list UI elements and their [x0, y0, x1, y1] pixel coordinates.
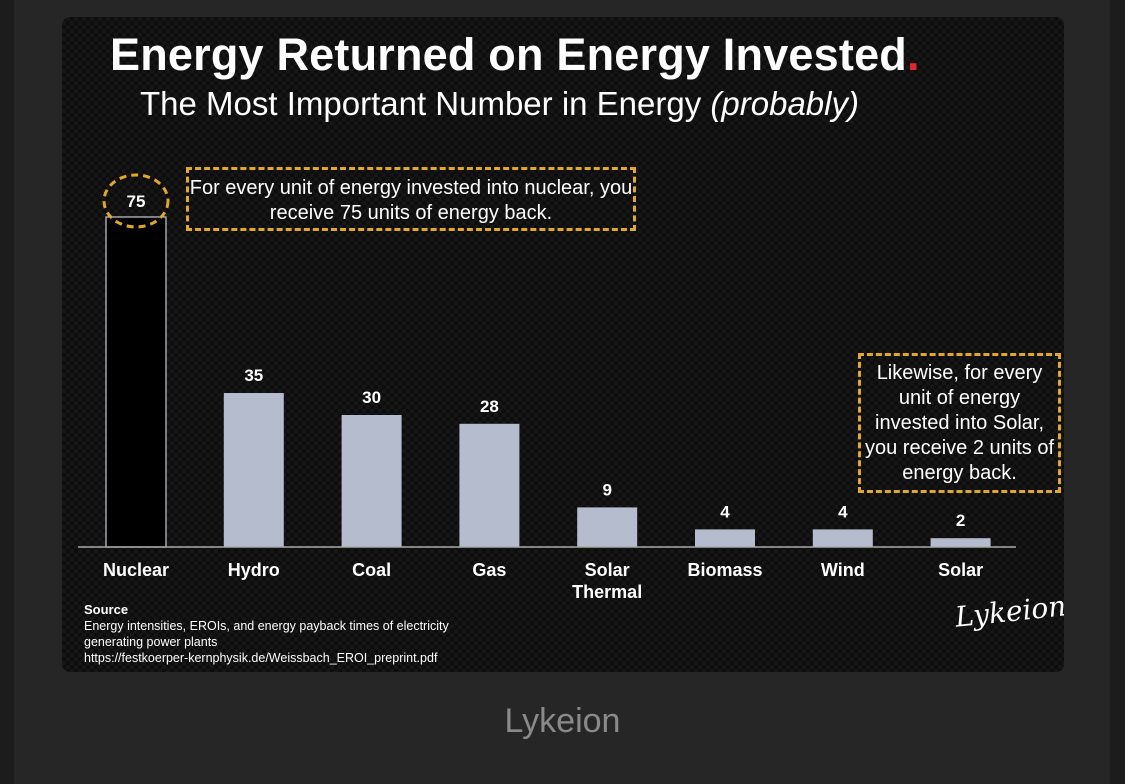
- source-line-1: Energy intensities, EROIs, and energy pa…: [84, 619, 449, 633]
- value-label-wind: 4: [838, 502, 848, 521]
- infographic-card: Energy Returned on Energy Invested. The …: [62, 17, 1064, 672]
- value-label-biomass: 4: [720, 502, 730, 521]
- value-label-nuclear: 75: [127, 192, 146, 211]
- category-label-nuclear: Nuclear: [103, 560, 169, 580]
- category-label-solar-thermal: Solar Thermal: [572, 560, 642, 602]
- nuclear-callout: For every unit of energy invested into n…: [186, 167, 636, 231]
- value-label-coal: 30: [362, 388, 381, 407]
- source-line-2: generating power plants: [84, 635, 218, 649]
- value-label-gas: 28: [480, 397, 499, 416]
- chart-title: Energy Returned on Energy Invested.: [110, 29, 920, 81]
- value-label-hydro: 35: [244, 366, 263, 385]
- category-label-coal: Coal: [352, 560, 391, 580]
- bar-nuclear: [105, 216, 167, 548]
- bar-coal: [341, 415, 402, 547]
- value-label-solar-thermal: 9: [602, 480, 611, 499]
- bar-chart: 75 Nuclear 35 Hydro 30 Coal 28 Gas 9 Solar Thermal…: [78, 173, 1016, 602]
- value-label-solar: 2: [956, 511, 965, 530]
- source-label: Source: [84, 602, 129, 617]
- source-url: https://festkoerper-kernphysik.de/Weissb…: [84, 651, 438, 665]
- category-label-hydro: Hydro: [228, 560, 280, 580]
- category-label-gas: Gas: [472, 560, 506, 580]
- chart-title-text: Energy Returned on Energy Invested: [110, 29, 907, 80]
- category-label-wind: Wind: [821, 560, 865, 580]
- bar-gas: [459, 423, 520, 547]
- chart-subtitle-emphasis: (probably): [710, 85, 859, 122]
- category-label-biomass: Biomass: [687, 560, 762, 580]
- bar-biomass: [695, 529, 755, 547]
- solar-callout: Likewise, for every unit of energy inves…: [858, 353, 1061, 493]
- bar-solar: [930, 538, 991, 547]
- bar-wind: [812, 529, 873, 547]
- chart-subtitle: The Most Important Number in Energy (pro…: [140, 85, 859, 123]
- title-dot: .: [906, 29, 920, 80]
- image-caption: Lykeion: [504, 702, 621, 740]
- nuclear-value-highlight-ring: [102, 173, 170, 229]
- bar-solar-thermal: [577, 507, 638, 547]
- bar-hydro: [223, 393, 284, 547]
- labels-layer: 75 Nuclear 35 Hydro 30 Coal 28 Gas 9 Solar Thermal…: [103, 192, 983, 602]
- category-label-solar: Solar: [938, 560, 983, 580]
- source-note: Source Energy intensities, EROIs, and en…: [84, 602, 449, 666]
- bars-layer: [105, 216, 991, 548]
- chart-subtitle-text: The Most Important Number in Energy: [140, 85, 702, 122]
